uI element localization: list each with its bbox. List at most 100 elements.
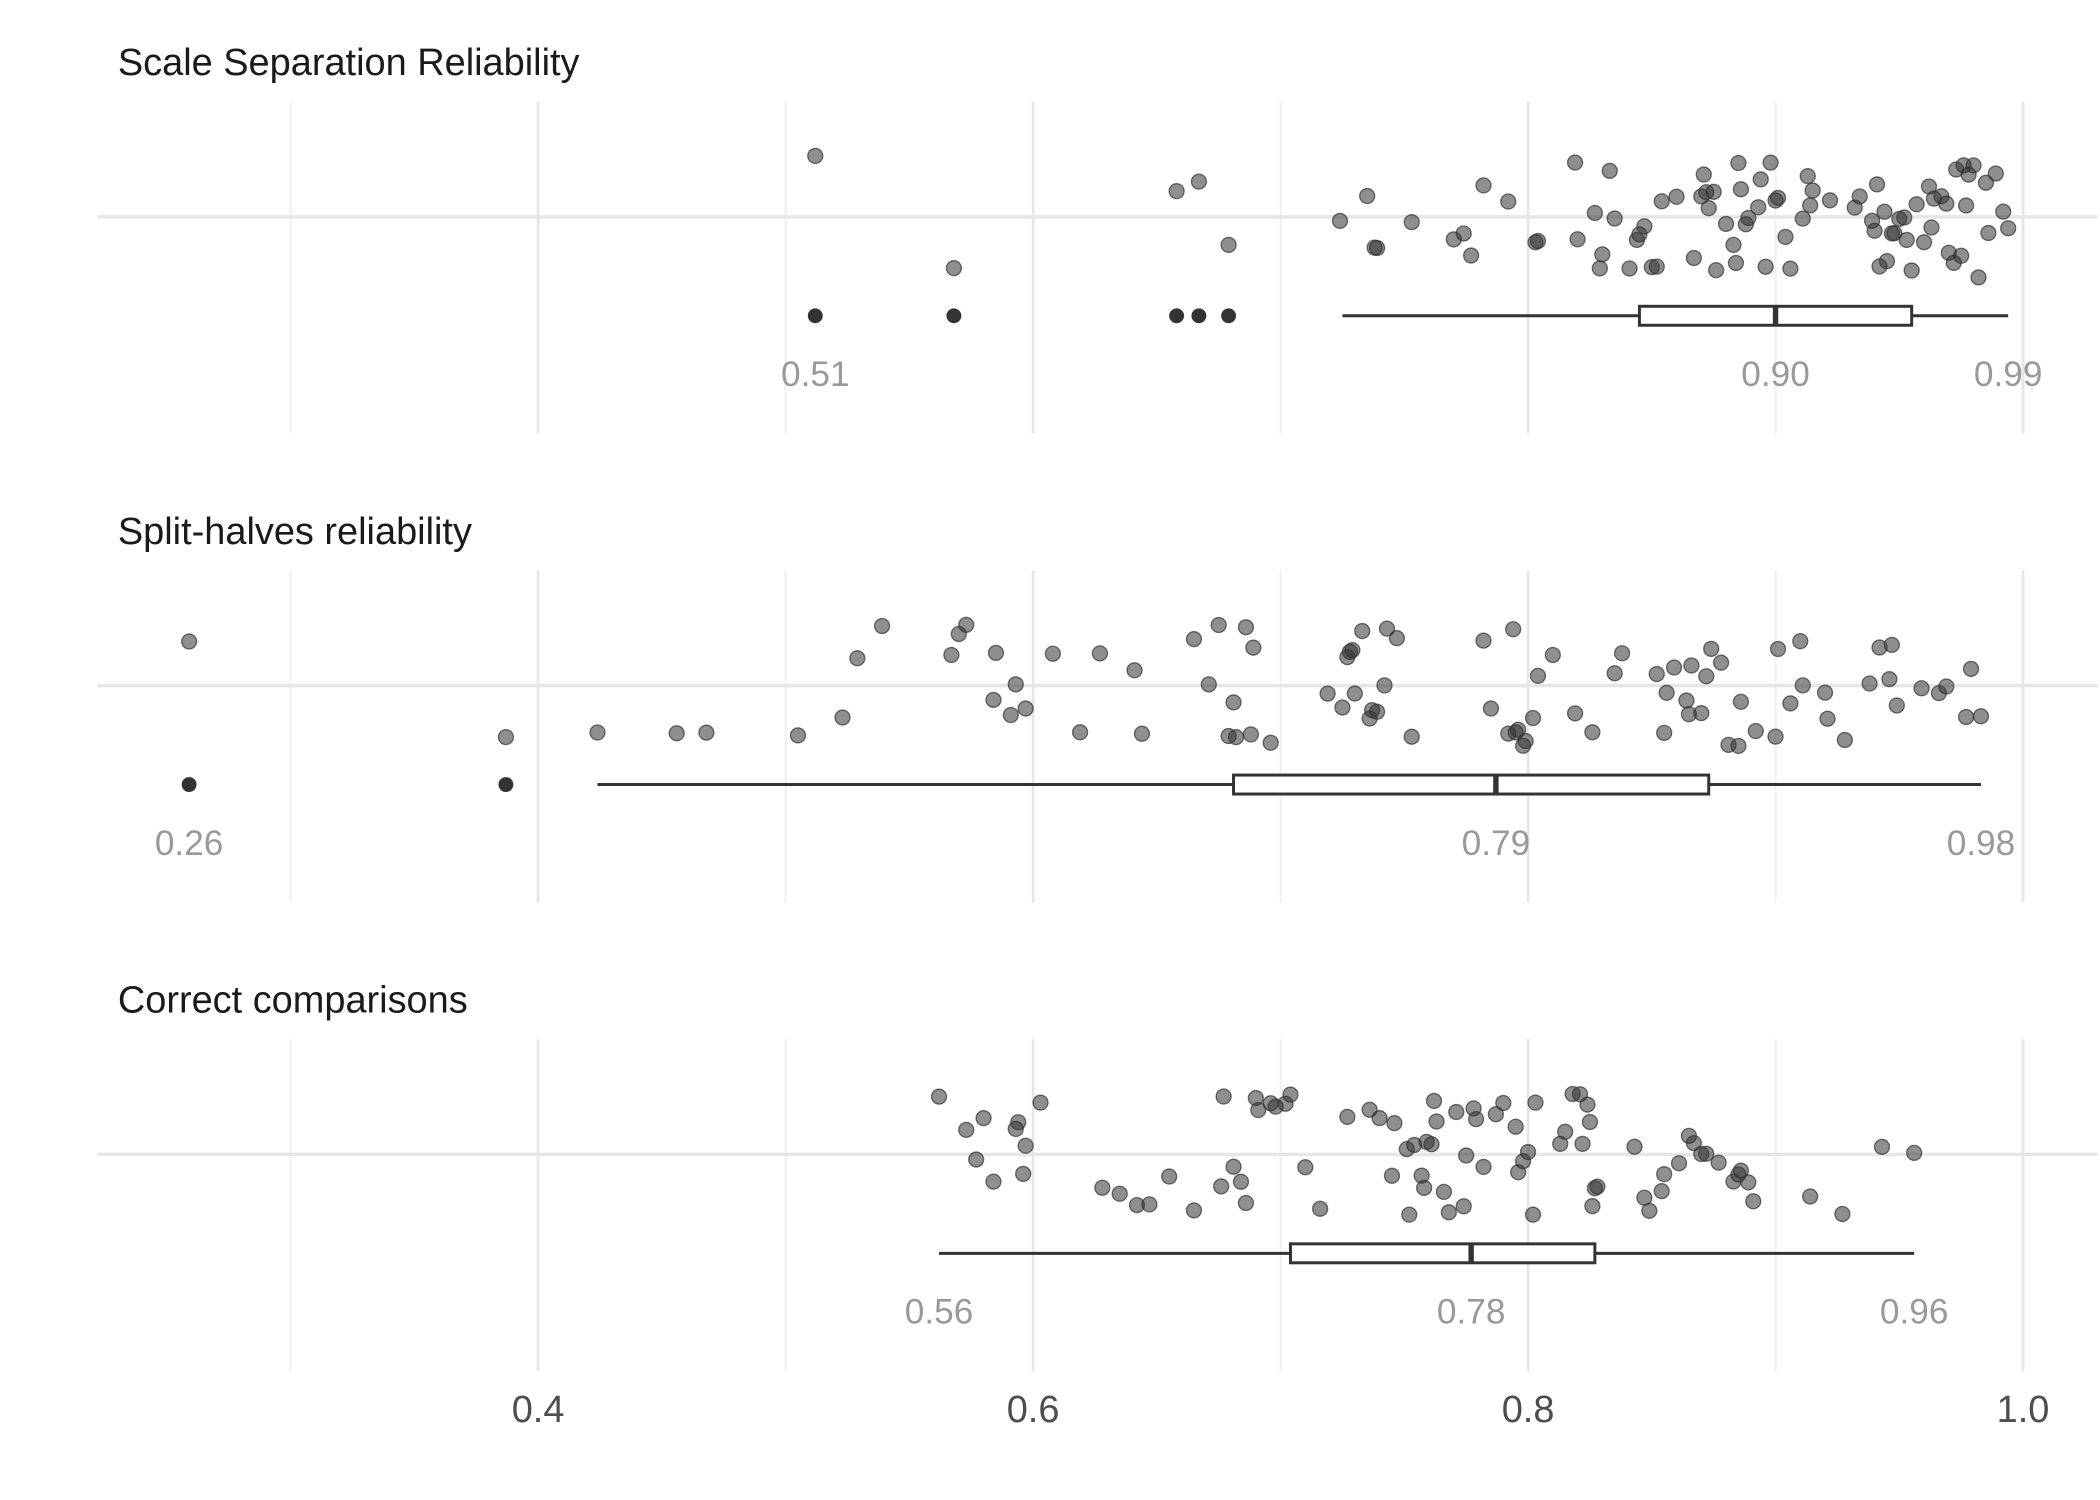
point [1002, 706, 1019, 724]
point [1886, 225, 1903, 242]
point [1215, 1088, 1232, 1105]
box [1232, 773, 1711, 796]
point [1665, 659, 1683, 676]
point [1888, 697, 1905, 714]
point [1344, 642, 1361, 659]
point [1656, 724, 1673, 741]
point [1727, 254, 1745, 272]
point [1710, 1154, 1727, 1171]
point [1500, 193, 1517, 210]
point [1440, 1204, 1457, 1221]
point [1415, 1179, 1433, 1197]
point [1168, 183, 1185, 200]
point [1851, 188, 1868, 205]
point [1906, 1144, 1923, 1161]
point [1802, 1188, 1819, 1205]
point [1782, 695, 1799, 712]
panel-title: Correct comparisons [118, 980, 468, 1022]
point [1970, 269, 1987, 286]
x-tick-label: 0.8 [1502, 1389, 1555, 1431]
point [1668, 188, 1685, 205]
point [1777, 228, 1794, 246]
point [180, 633, 198, 650]
point [1977, 174, 1995, 191]
point [1896, 209, 1913, 226]
outlier [1169, 308, 1185, 324]
point [1732, 181, 1750, 198]
point [1752, 171, 1769, 188]
point [1225, 694, 1242, 711]
point [1007, 676, 1024, 693]
point [1957, 197, 1975, 214]
point [1653, 193, 1670, 210]
point [1653, 1182, 1670, 1200]
point [1141, 1196, 1158, 1213]
point [1648, 665, 1665, 683]
point [1401, 1206, 1418, 1223]
point [807, 147, 824, 165]
point [958, 1121, 975, 1139]
point [1621, 260, 1638, 277]
point [1237, 619, 1255, 636]
point [1574, 1135, 1591, 1152]
point [1762, 154, 1779, 171]
point [958, 616, 975, 633]
point [1883, 636, 1901, 654]
point [1995, 203, 2012, 220]
point [1685, 1134, 1703, 1152]
point [1636, 218, 1653, 235]
point [1507, 1118, 1524, 1135]
point [1866, 222, 1883, 239]
point [1938, 678, 1955, 695]
point [1312, 1200, 1329, 1217]
point [1898, 231, 1915, 249]
point [1730, 737, 1747, 755]
point [1799, 167, 1816, 185]
point [1878, 253, 1896, 270]
point [1913, 680, 1930, 697]
point [1698, 668, 1715, 685]
point [930, 1088, 948, 1105]
point [1185, 630, 1203, 648]
point [1641, 1202, 1658, 1219]
point [1213, 1178, 1230, 1195]
point [1161, 1168, 1178, 1185]
point [1683, 657, 1700, 674]
point [1245, 639, 1262, 656]
point [1032, 1094, 1049, 1111]
point [1953, 247, 1970, 264]
point [1648, 258, 1665, 275]
point [1821, 192, 1839, 209]
point [1319, 685, 1336, 702]
point [1527, 1094, 1544, 1111]
point [1908, 196, 1925, 213]
point [943, 646, 960, 664]
point [1834, 1205, 1851, 1223]
point [1557, 1123, 1574, 1140]
point [1475, 177, 1492, 194]
point [1510, 721, 1527, 738]
point [1923, 219, 1940, 236]
point [1594, 246, 1611, 263]
point [1237, 1194, 1255, 1212]
point [1769, 640, 1787, 658]
point [1962, 660, 1980, 678]
point [1505, 621, 1522, 638]
point [1111, 1185, 1128, 1202]
point [1044, 645, 1061, 662]
point [1965, 157, 1982, 174]
point [1693, 704, 1710, 722]
point [1376, 677, 1393, 694]
point [1467, 1110, 1485, 1128]
point [849, 650, 866, 667]
point [1458, 1147, 1475, 1164]
point [1732, 693, 1750, 710]
point [1225, 1158, 1242, 1175]
outlier [807, 308, 823, 324]
point [1359, 187, 1376, 205]
point [1339, 1108, 1356, 1125]
point [1873, 1138, 1891, 1155]
point [1529, 232, 1547, 250]
